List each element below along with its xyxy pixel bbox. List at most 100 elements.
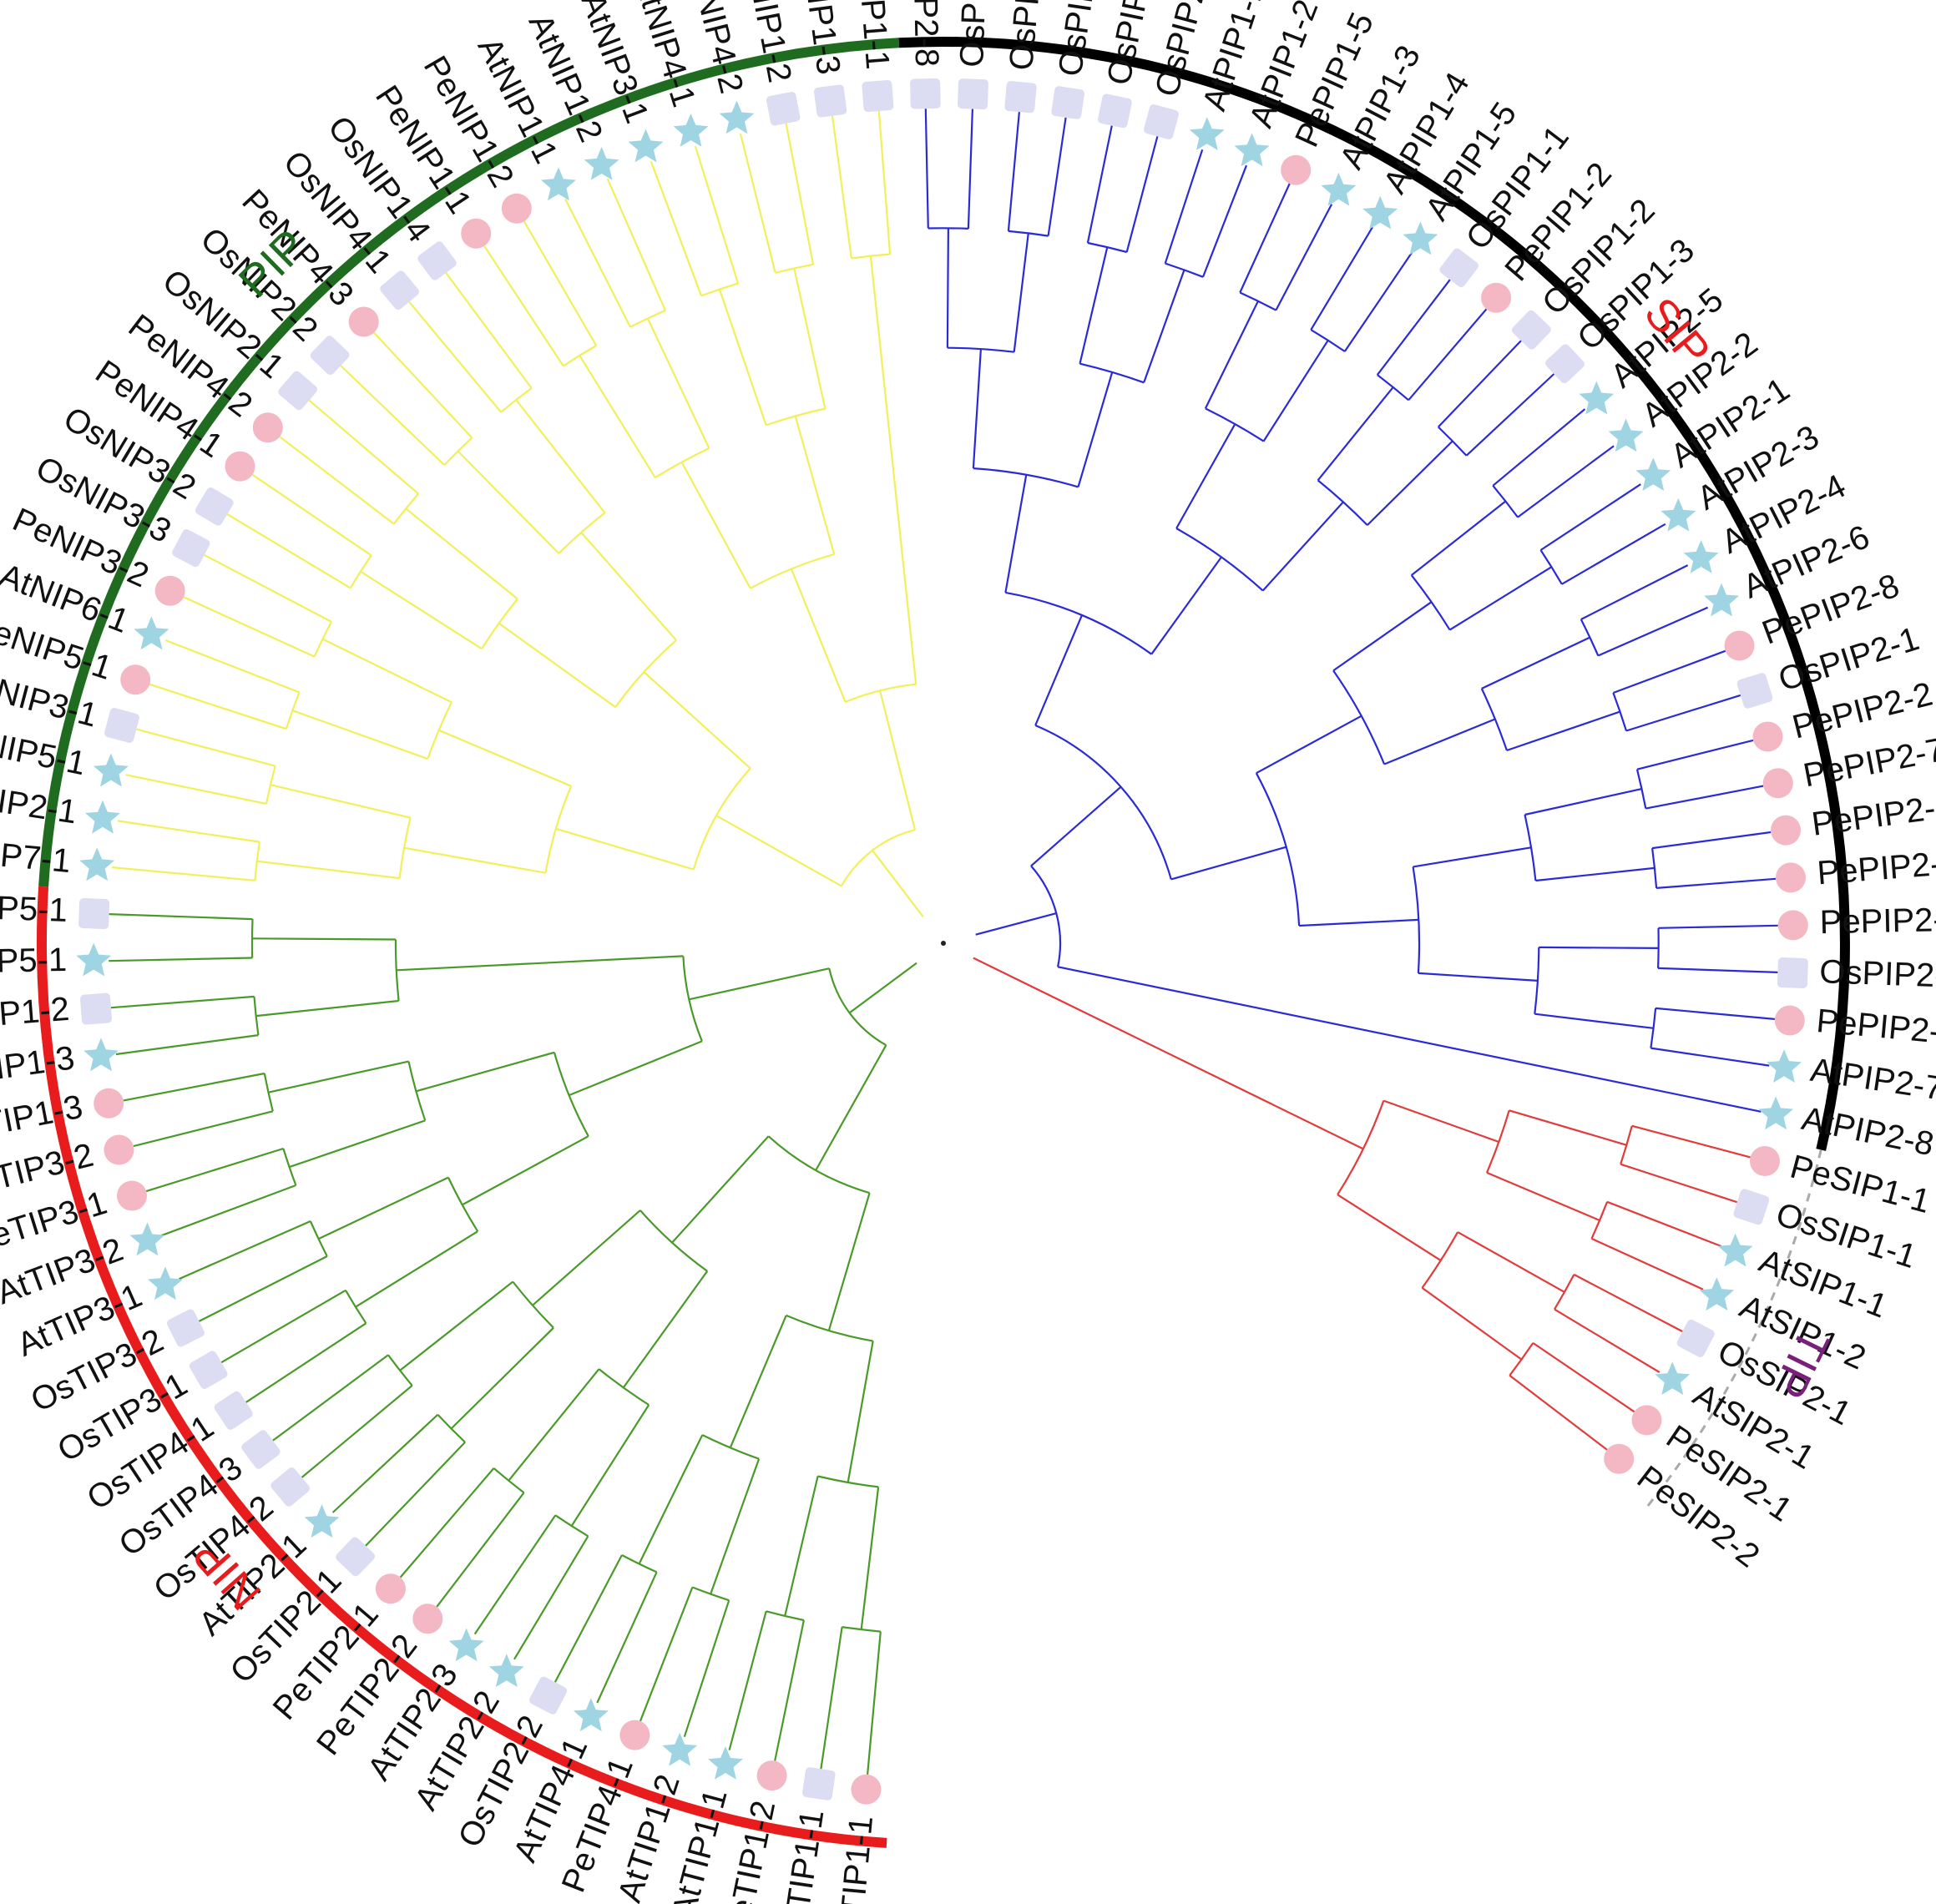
branch-segment: [318, 1176, 449, 1240]
branch-segment: [416, 1051, 555, 1093]
sip-group-arc: [1643, 1149, 1822, 1512]
leaf-label: OsNIP1-3: [791, 0, 847, 77]
branch-arc: [394, 939, 400, 1002]
branch-segment: [1506, 710, 1620, 752]
pe-circle-marker: [501, 193, 532, 224]
branch-segment: [123, 1072, 265, 1102]
branch-segment: [1047, 117, 1067, 236]
at-star-marker: [1767, 1049, 1802, 1083]
branch-arc: [1492, 485, 1519, 518]
branch-arc: [1165, 262, 1204, 278]
leaf-label: OsPIP2-5: [1003, 0, 1053, 72]
branch-segment: [1007, 112, 1020, 231]
branch-segment: [715, 815, 842, 887]
branch-arc: [1612, 692, 1628, 731]
branch-segment: [1465, 373, 1555, 457]
branch-segment: [1175, 423, 1236, 529]
branch-segment: [879, 690, 917, 831]
pe-circle-marker: [1774, 1005, 1805, 1036]
at-star-marker: [79, 847, 115, 881]
branch-segment: [1376, 279, 1451, 376]
branch-segment: [255, 999, 399, 1018]
branch-segment: [1438, 340, 1522, 428]
branch-segment: [270, 784, 411, 819]
branch-segment: [1539, 946, 1659, 949]
branch-segment: [671, 1135, 770, 1244]
pe-circle-marker: [461, 218, 492, 249]
branch-segment: [445, 272, 533, 389]
branch-segment: [1421, 1287, 1523, 1361]
branch-segment: [1411, 500, 1507, 576]
branch-segment: [115, 1034, 259, 1056]
branch-arc: [512, 1280, 554, 1329]
branch-arc: [282, 1148, 297, 1186]
branch-segment: [1539, 483, 1641, 551]
branch-segment: [340, 365, 445, 466]
branch-segment: [1625, 694, 1741, 732]
at-star-marker: [1758, 1096, 1793, 1130]
leaf-label: PePIP2-12: [1819, 901, 1936, 941]
branch-segment: [523, 220, 598, 346]
branch-segment: [508, 1368, 600, 1482]
pe-circle-marker: [1777, 910, 1808, 941]
os-square-marker: [172, 529, 210, 568]
branch-segment: [924, 109, 929, 229]
branch-segment: [1275, 204, 1333, 311]
tree-root: [941, 941, 946, 946]
leaf-label: PePIP2-9: [1816, 844, 1936, 891]
os-square-marker: [529, 1676, 568, 1715]
branch-segment: [1408, 308, 1488, 402]
branch-segment: [867, 1631, 882, 1775]
at-star-marker: [76, 942, 112, 977]
branch-arc: [775, 263, 814, 274]
pe-circle-marker: [851, 1774, 882, 1805]
branch-arc: [629, 309, 666, 328]
branch-segment: [579, 355, 656, 478]
branch-segment: [1655, 1007, 1775, 1020]
at-star-marker: [304, 1504, 340, 1538]
pe-circle-marker: [94, 1088, 124, 1119]
pe-circle-marker: [1771, 815, 1801, 846]
branch-segment: [1597, 606, 1709, 657]
branch-segment: [1561, 523, 1666, 585]
branch-segment: [710, 1458, 761, 1594]
os-square-marker: [214, 1391, 253, 1430]
branch-arc: [263, 1073, 274, 1112]
branch-segment: [1170, 846, 1287, 881]
branch-segment: [1057, 966, 1762, 1113]
branch-segment: [1382, 1099, 1499, 1144]
at-star-marker: [662, 1732, 698, 1766]
branch-segment: [606, 178, 667, 311]
branch-segment: [513, 1535, 589, 1660]
at-star-marker: [1321, 172, 1357, 206]
branch-arc: [828, 967, 887, 1047]
branch-segment: [373, 331, 473, 439]
branch-segment: [1332, 601, 1433, 672]
branch-segment: [483, 245, 564, 367]
branch-arc: [1030, 865, 1062, 967]
branch-segment: [396, 955, 684, 972]
branch-segment: [639, 1587, 694, 1722]
pe-circle-marker: [756, 1760, 787, 1791]
branch-arc: [692, 767, 751, 870]
branch-segment: [473, 1514, 557, 1635]
at-star-marker: [148, 1266, 183, 1300]
branch-segment: [1650, 1047, 1770, 1067]
branch-segment: [1086, 125, 1113, 244]
branch-segment: [308, 399, 419, 495]
group-root-branch: [973, 957, 1364, 1150]
at-star-marker: [134, 616, 169, 650]
branch-segment: [860, 1487, 880, 1630]
branch-segment: [739, 133, 776, 274]
branch-arc: [309, 1220, 328, 1257]
branch-segment: [1383, 718, 1496, 765]
tip-group-arc: [37, 886, 887, 1848]
branch-arc: [655, 447, 710, 479]
branch-segment: [498, 622, 616, 709]
branch-segment: [457, 450, 560, 554]
branch-segment: [680, 462, 751, 589]
pe-circle-marker: [1481, 282, 1512, 313]
branch-segment: [793, 268, 826, 409]
